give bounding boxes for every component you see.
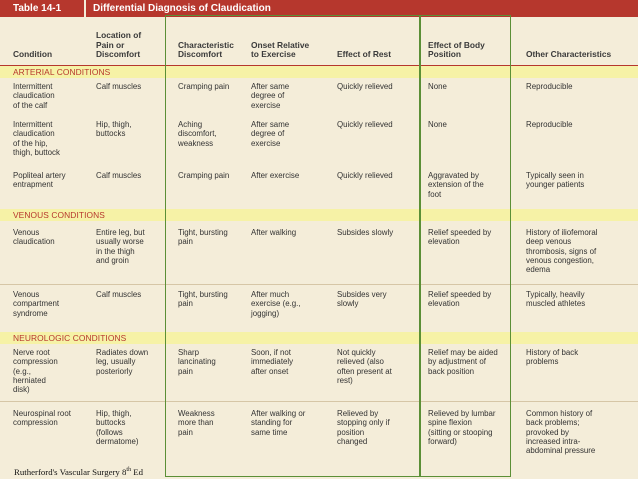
row-2-position: None (428, 120, 447, 129)
row-4-location: Entire leg, but usually worse in the thi… (96, 228, 145, 265)
row-6-position: Relief may be aided by adjustment of bac… (428, 348, 498, 376)
row-7-onset: After walking or standing for same time (251, 409, 306, 437)
table-header: Condition Location of Pain or Discomfort… (0, 17, 638, 66)
source-citation: Rutherford's Vascular Surgery 8th Ed (14, 467, 143, 477)
title-divider (84, 0, 86, 17)
row-7-other: Common history of back problems; provoke… (526, 409, 596, 456)
row-4-other: History of iliofemoral deep venous throm… (526, 228, 598, 275)
row-divider (0, 401, 638, 402)
row-1-condition: Intermittent claudication of the calf (13, 82, 55, 110)
row-5-condition: Venous compartment syndrome (13, 290, 60, 318)
header-rest: Effect of Rest (337, 49, 391, 60)
header-discomfort: Characteristic Discomfort (178, 39, 234, 60)
row-3-other: Typically seen in younger patients (526, 171, 585, 190)
row-4-discomfort: Tight, bursting pain (178, 228, 228, 247)
row-3-position: Aggravated by extension of the foot (428, 171, 484, 199)
row-5-position: Relief speeded by elevation (428, 290, 492, 309)
row-5-other: Typically, heavily muscled athletes (526, 290, 586, 309)
section-band-venous: VENOUS CONDITIONS (0, 209, 638, 221)
row-3-rest: Quickly relieved (337, 171, 393, 180)
row-6-other: History of back problems (526, 348, 579, 367)
row-7-rest: Relieved by stopping only if position ch… (337, 409, 390, 446)
table-title: Differential Diagnosis of Claudication (93, 3, 271, 14)
row-5-location: Calf muscles (96, 290, 142, 299)
header-position: Effect of Body Position (428, 39, 485, 60)
section-band-arterial: ARTERIAL CONDITIONS (0, 66, 638, 78)
source-text: Rutherford's Vascular Surgery 8 (14, 467, 127, 477)
row-2-location: Hip, thigh, buttocks (96, 120, 132, 139)
row-7-location: Hip, thigh, buttocks (follows dermatome) (96, 409, 139, 446)
header-condition: Condition (13, 49, 53, 60)
row-4-condition: Venous claudication (13, 228, 55, 247)
row-3-condition: Popliteal artery entrapment (13, 171, 66, 190)
section-title-neurologic: NEUROLOGIC CONDITIONS (13, 333, 127, 343)
row-6-discomfort: Sharp lancinating pain (178, 348, 216, 376)
row-2-discomfort: Aching discomfort, weakness (178, 120, 217, 148)
table-number: Table 14-1 (13, 3, 62, 14)
row-2-other: Reproducible (526, 120, 573, 129)
row-4-onset: After walking (251, 228, 297, 237)
header-onset: Onset Relative to Exercise (251, 39, 310, 60)
row-5-onset: After much exercise (e.g., jogging) (251, 290, 301, 318)
section-title-arterial: ARTERIAL CONDITIONS (13, 67, 111, 77)
row-7-position: Relieved by lumbar spine flexion (sittin… (428, 409, 496, 446)
row-3-location: Calf muscles (96, 171, 142, 180)
row-6-location: Radiates down leg, usually posteriorly (96, 348, 149, 376)
row-4-position: Relief speeded by elevation (428, 228, 492, 247)
row-1-position: None (428, 82, 447, 91)
source-suffix: Ed (131, 467, 144, 477)
row-1-other: Reproducible (526, 82, 573, 91)
section-band-neurologic: NEUROLOGIC CONDITIONS (0, 332, 638, 344)
row-2-onset: After same degree of exercise (251, 120, 290, 148)
row-4-rest: Subsides slowly (337, 228, 394, 237)
row-3-onset: After exercise (251, 171, 300, 180)
row-5-discomfort: Tight, bursting pain (178, 290, 228, 309)
row-1-location: Calf muscles (96, 82, 142, 91)
row-6-rest: Not quickly relieved (also often present… (337, 348, 392, 385)
row-3-discomfort: Cramping pain (178, 171, 230, 180)
row-6-onset: Soon, if not immediately after onset (251, 348, 294, 376)
table-title-bar: Table 14-1 Differential Diagnosis of Cla… (0, 0, 638, 17)
header-location: Location of Pain or Discomfort (96, 30, 142, 60)
header-other: Other Characteristics (526, 49, 612, 60)
section-title-venous: VENOUS CONDITIONS (13, 210, 105, 220)
row-divider (0, 284, 638, 285)
row-2-condition: Intermittent claudication of the hip, th… (13, 120, 60, 157)
source-superscript: th (126, 467, 132, 474)
row-5-rest: Subsides very slowly (337, 290, 387, 309)
row-1-rest: Quickly relieved (337, 82, 393, 91)
row-7-condition: Neurospinal root compression (13, 409, 71, 428)
row-1-onset: After same degree of exercise (251, 82, 290, 110)
row-6-condition: Nerve root compression (e.g., herniated … (13, 348, 58, 395)
row-2-rest: Quickly relieved (337, 120, 393, 129)
row-7-discomfort: Weakness more than pain (178, 409, 215, 437)
row-1-discomfort: Cramping pain (178, 82, 230, 91)
